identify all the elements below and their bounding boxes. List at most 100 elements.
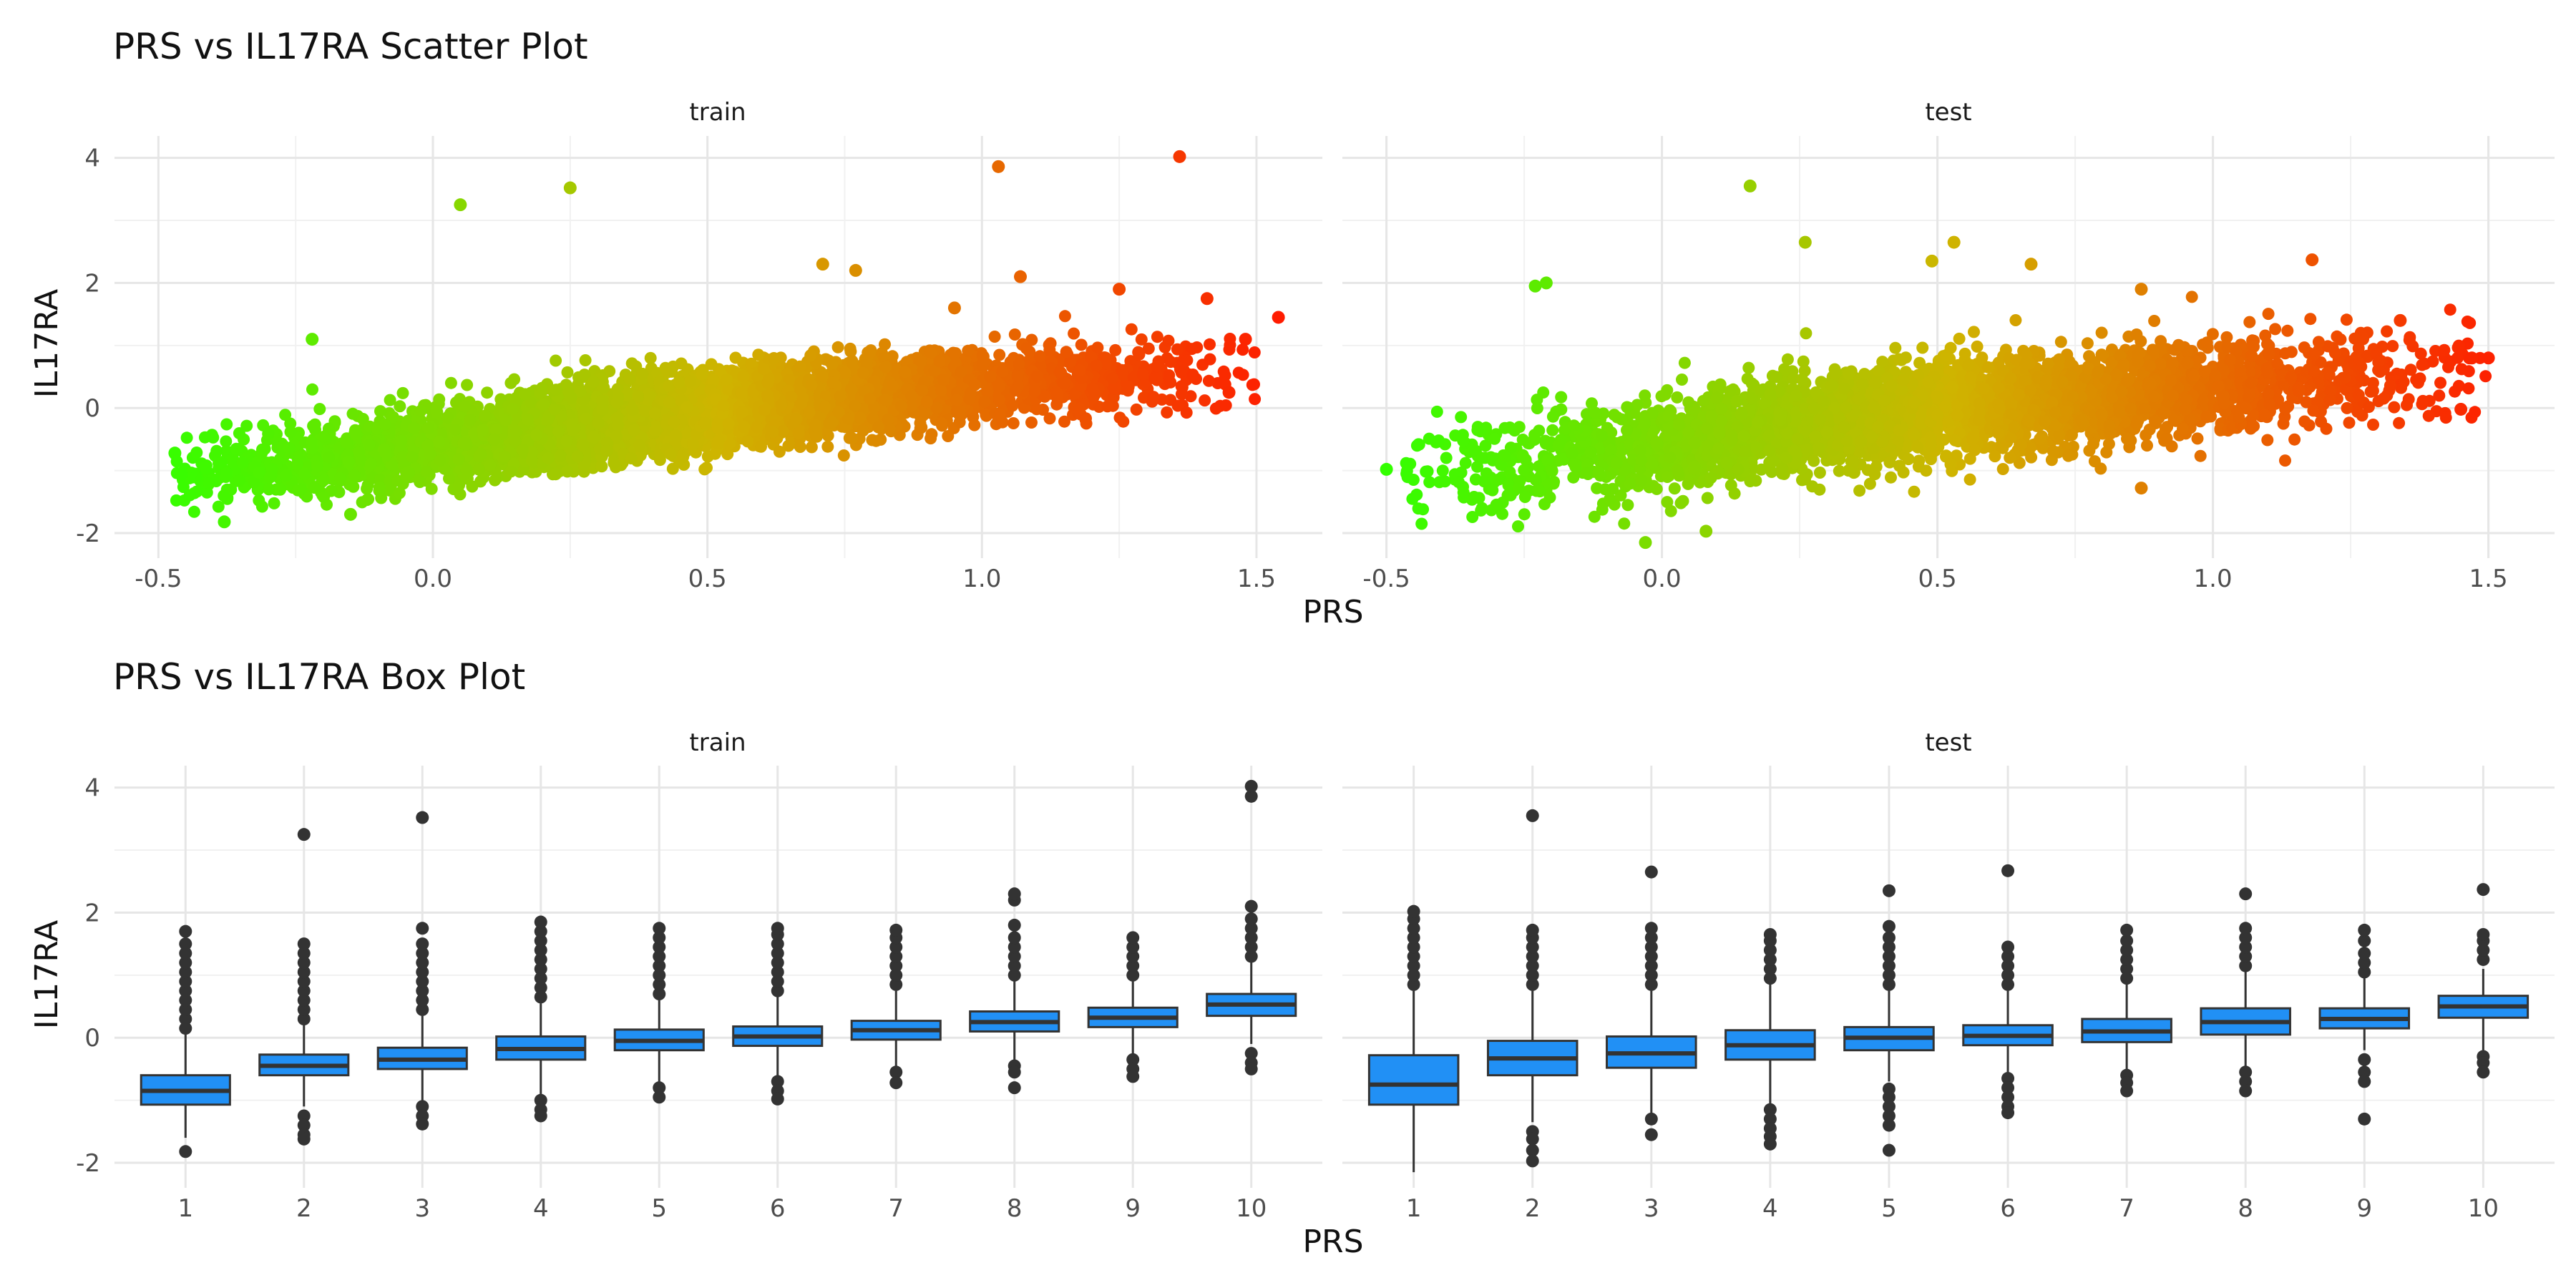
- scatter-point: [978, 395, 991, 408]
- scatter-point: [623, 372, 636, 385]
- scatter-point: [1073, 402, 1085, 415]
- scatter-point: [1060, 346, 1073, 358]
- scatter-point: [1050, 386, 1063, 399]
- scatter-point: [1010, 384, 1022, 396]
- scatter-point: [535, 381, 548, 394]
- scatter-point: [504, 376, 517, 389]
- scatter-point: [1008, 328, 1021, 341]
- scatter-point: [925, 428, 938, 441]
- scatter-point: [794, 360, 806, 373]
- scatter-point: [550, 354, 562, 367]
- scatter-point: [661, 366, 674, 379]
- scatter-point: [190, 447, 203, 459]
- scatter-point: [407, 421, 420, 434]
- scatter-point: [669, 429, 682, 442]
- scatter-point: [994, 408, 1006, 421]
- scatter-point: [794, 441, 806, 453]
- scatter-point: [1249, 393, 1262, 406]
- scatter-point: [1133, 348, 1146, 361]
- scatter-point: [283, 441, 296, 454]
- scatter-point: [561, 465, 574, 478]
- scatter-point: [444, 376, 457, 389]
- scatter-point: [509, 426, 522, 439]
- scatter-point: [935, 384, 947, 397]
- scatter-point: [420, 465, 433, 478]
- scatter-point: [550, 384, 562, 396]
- scatter-point: [268, 497, 280, 509]
- scatter-point: [879, 361, 892, 374]
- scatter-point: [839, 366, 852, 379]
- scatter-point: [846, 431, 859, 444]
- scatter-point: [422, 421, 434, 434]
- scatter-point: [721, 448, 734, 461]
- scatter-point: [701, 462, 713, 474]
- scatter-x-tick-label: 0.5: [688, 565, 727, 593]
- scatter-point: [1151, 331, 1163, 343]
- scatter-point: [1180, 406, 1193, 419]
- scatter-x-tick-label: -0.5: [135, 565, 182, 593]
- scatter-point: [255, 500, 268, 513]
- scatter-point: [1186, 369, 1199, 381]
- scatter-point: [1058, 310, 1071, 323]
- scatter-point: [1202, 374, 1215, 387]
- scatter-point: [993, 394, 1005, 406]
- scatter-point: [394, 400, 406, 413]
- scatter-point: [579, 354, 592, 366]
- scatter-point: [821, 440, 834, 453]
- scatter-point: [755, 440, 767, 453]
- scatter-panel-train: -0.5 0.0 0.5 1.0 1.5: [114, 136, 1322, 593]
- scatter-strip-label-train: train: [689, 98, 746, 127]
- scatter-point: [1135, 333, 1148, 346]
- scatter-point: [1248, 346, 1261, 358]
- scatter-point: [849, 399, 862, 412]
- scatter-point: [831, 341, 844, 353]
- scatter-point: [1162, 334, 1175, 347]
- scatter-point: [854, 411, 867, 424]
- scatter-point: [298, 467, 311, 480]
- scatter-point: [220, 435, 233, 448]
- scatter-point: [561, 366, 574, 379]
- scatter-point: [233, 474, 245, 487]
- scatter-point: [306, 383, 318, 396]
- scatter-point: [996, 365, 1009, 378]
- scatter-point: [752, 348, 765, 361]
- scatter-point: [968, 419, 981, 431]
- scatter-point: [212, 500, 225, 513]
- scatter-point: [1219, 399, 1232, 411]
- scatter-points: [168, 150, 1285, 529]
- scatter-point: [384, 394, 396, 406]
- scatter-point: [1236, 369, 1249, 381]
- scatter-point: [632, 390, 645, 403]
- scatter-point: [1068, 327, 1080, 340]
- scatter-point: [333, 472, 346, 484]
- scatter-point: [666, 462, 679, 475]
- scatter-point: [348, 424, 361, 436]
- scatter-x-tick-label: 1.5: [1237, 565, 1276, 593]
- scatter-point: [308, 418, 321, 431]
- scatter-point: [230, 442, 243, 455]
- scatter-point: [318, 491, 331, 504]
- scatter-strip-label-test: test: [1925, 98, 1971, 127]
- scatter-point: [1224, 333, 1236, 345]
- scatter-point: [992, 380, 1005, 393]
- scatter-point: [519, 388, 532, 401]
- scatter-point: [1204, 338, 1216, 351]
- scatter-point: [1125, 323, 1138, 336]
- scatter-point: [963, 393, 976, 405]
- scatter-point: [187, 505, 200, 518]
- scatter-point: [608, 457, 620, 469]
- scatter-point: [280, 469, 293, 482]
- scatter-point: [395, 434, 408, 447]
- scatter-point: [373, 482, 386, 494]
- scatter-point: [977, 350, 990, 363]
- scatter-point: [625, 452, 638, 464]
- scatter-point: [1079, 414, 1092, 426]
- scatter-point: [869, 434, 882, 447]
- scatter-point: [284, 426, 297, 439]
- scatter-point: [218, 489, 230, 502]
- scatter-point: [414, 404, 427, 417]
- scatter-point: [1161, 406, 1174, 419]
- scatter-point: [361, 494, 374, 507]
- scatter-point: [313, 403, 326, 416]
